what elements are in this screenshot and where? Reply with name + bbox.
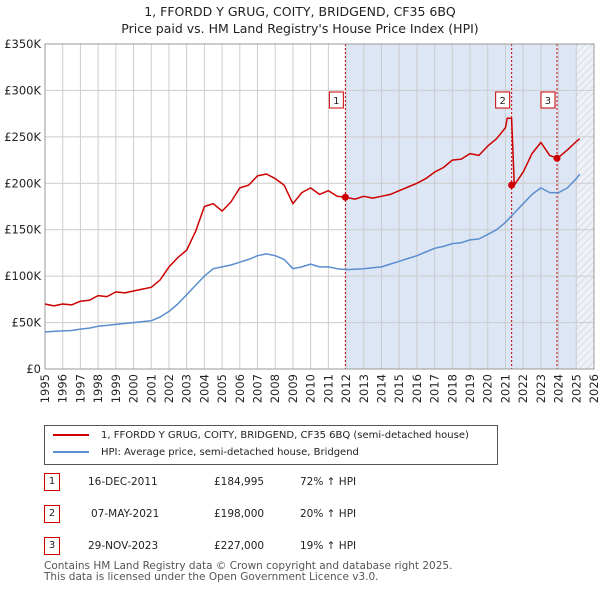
- x-tick-label: 2012: [339, 374, 353, 403]
- y-tick-label: £350K: [4, 37, 41, 51]
- sale-date: 29-NOV-2023: [88, 540, 159, 552]
- x-tick-label: 2002: [162, 374, 176, 403]
- sale-point: [341, 193, 349, 201]
- x-tick-label: 2009: [286, 374, 300, 403]
- y-tick-label: £0: [26, 362, 41, 376]
- sale-date: 07-MAY-2021: [91, 508, 160, 520]
- sale-point: [553, 154, 561, 162]
- sale-price: £227,000: [214, 540, 265, 552]
- x-tick-label: 2024: [552, 374, 566, 403]
- x-tick-label: 2001: [144, 374, 158, 403]
- sale-hpi-diff: 20% ↑ HPI: [300, 508, 357, 520]
- sale-label-number: 3: [545, 96, 551, 107]
- x-tick-label: 2017: [428, 374, 442, 403]
- x-tick-label: 2008: [268, 374, 282, 403]
- y-tick-label: £100K: [4, 269, 41, 283]
- x-tick-label: 2013: [357, 374, 371, 403]
- copyright-footer: Contains HM Land Registry data © Crown c…: [44, 561, 452, 583]
- x-tick-label: 2014: [374, 374, 388, 403]
- x-tick-label: 2018: [445, 374, 459, 403]
- x-tick-label: 1995: [38, 374, 52, 403]
- x-tick-label: 2005: [215, 374, 229, 403]
- sale-point: [508, 181, 516, 189]
- sale-price: £198,000: [214, 508, 265, 520]
- sale-label-number: 2: [499, 96, 505, 107]
- x-tick-label: 2010: [304, 374, 318, 403]
- series-property-line: [44, 117, 581, 307]
- x-tick-label: 1998: [91, 374, 105, 403]
- y-tick-label: £50K: [12, 316, 42, 330]
- x-tick-label: 2000: [127, 374, 141, 403]
- footer-line1: Contains HM Land Registry data © Crown c…: [44, 560, 453, 572]
- y-tick-label: £150K: [4, 223, 41, 237]
- sale-marker-badge: 2: [44, 505, 60, 523]
- legend-hpi-label: HPI: Average price, semi-detached house,…: [101, 447, 359, 458]
- x-tick-label: 2022: [516, 374, 530, 403]
- x-tick-label: 2026: [587, 374, 600, 403]
- sale-hpi-diff: 19% ↑ HPI: [300, 540, 357, 552]
- sale-label-box: [328, 91, 344, 109]
- y-tick-label: £300K: [4, 83, 41, 97]
- x-tick-label: 2011: [321, 374, 335, 403]
- footer-line2: This data is licensed under the Open Gov…: [44, 571, 379, 583]
- x-tick-label: 2020: [481, 374, 495, 403]
- hatched-future-region: [576, 44, 594, 369]
- shaded-ownership-region: [345, 44, 577, 369]
- legend-red-swatch: [53, 434, 89, 436]
- chart-title-line1: 1, FFORDD Y GRUG, COITY, BRIDGEND, CF35 …: [144, 4, 456, 19]
- x-tick-label: 2021: [498, 374, 512, 403]
- sale-label-number: 1: [333, 96, 339, 107]
- x-tick-label: 2016: [410, 374, 424, 403]
- sale-price: £184,995: [214, 476, 265, 488]
- x-tick-label: 2003: [180, 374, 194, 403]
- x-tick-label: 2006: [233, 374, 247, 403]
- x-tick-label: 1997: [73, 374, 87, 403]
- plot-frame: [44, 43, 595, 370]
- y-tick-label: £200K: [4, 176, 41, 190]
- sale-date: 16-DEC-2011: [88, 476, 158, 488]
- x-tick-label: 2007: [251, 374, 265, 403]
- x-tick-label: 1999: [109, 374, 123, 403]
- series-hpi-line: [44, 173, 581, 333]
- x-tick-label: 2004: [197, 374, 211, 403]
- price-chart: £0 £50K £100K £150K £200K £250K £300K £350K 1995…: [4, 37, 600, 403]
- sale-label-box: [540, 91, 556, 109]
- x-tick-label: 2025: [569, 374, 583, 403]
- x-tick-label: 2015: [392, 374, 406, 403]
- legend-item-hpi: HPI: Average price, semi-detached house,…: [53, 445, 359, 461]
- sale-marker-badge: 3: [44, 537, 60, 555]
- y-tick-label: £250K: [4, 130, 41, 144]
- x-tick-label: 2019: [463, 374, 477, 403]
- x-tick-label: 1996: [56, 374, 70, 403]
- sale-hpi-diff: 72% ↑ HPI: [300, 476, 357, 488]
- chart-legend: 1, FFORDD Y GRUG, COITY, BRIDGEND, CF35 …: [44, 425, 498, 465]
- legend-property-label: 1, FFORDD Y GRUG, COITY, BRIDGEND, CF35 …: [101, 430, 469, 441]
- sale-label-box: [495, 91, 511, 109]
- x-tick-label: 2023: [534, 374, 548, 403]
- legend-item-property: 1, FFORDD Y GRUG, COITY, BRIDGEND, CF35 …: [53, 428, 469, 444]
- sale-marker-badge: 1: [44, 473, 60, 491]
- chart-title-line2: Price paid vs. HM Land Registry's House …: [121, 21, 479, 36]
- legend-blue-swatch: [53, 451, 89, 453]
